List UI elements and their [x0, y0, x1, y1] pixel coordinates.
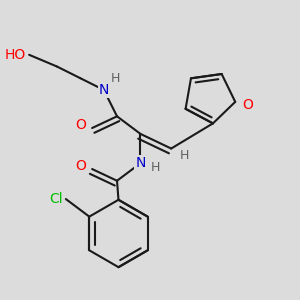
Text: O: O	[243, 98, 254, 112]
Text: H: H	[111, 72, 120, 85]
Text: N: N	[99, 83, 109, 97]
Text: O: O	[75, 118, 86, 132]
Text: H: H	[180, 149, 189, 162]
Text: N: N	[135, 156, 146, 170]
Text: O: O	[75, 159, 86, 173]
Text: HO: HO	[5, 48, 26, 62]
Text: H: H	[150, 161, 160, 174]
Text: Cl: Cl	[49, 192, 63, 206]
